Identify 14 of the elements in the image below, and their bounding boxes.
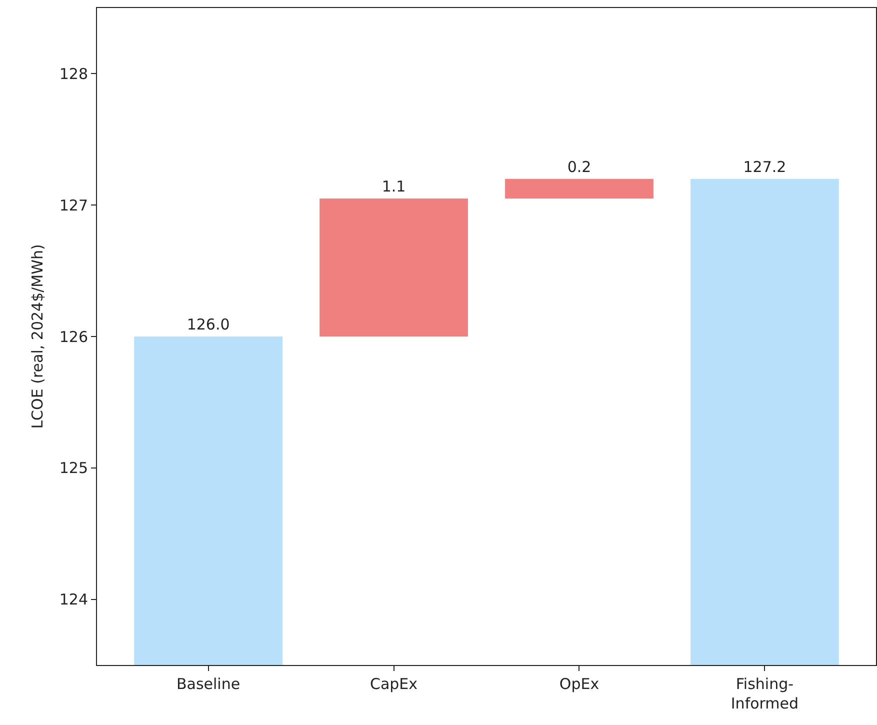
y-tick-label: 126 [59,328,88,346]
data-label: 127.2 [743,158,786,176]
data-label: 126.0 [186,316,230,334]
y-tick-label: 125 [59,459,88,478]
y-tick-label: 124 [59,590,88,609]
x-tick-label: Fishing- Informed [730,675,799,712]
x-tick-label: Baseline [176,675,240,693]
x-tick-label: OpEx [559,675,600,693]
y-tick-label: 127 [59,196,88,214]
data-label: 0.2 [567,158,592,176]
y-tick-label: 128 [59,64,88,83]
y-axis-title: LCOE (real, 2024$/MWh) [28,244,47,429]
data-label: 1.1 [382,178,406,196]
x-tick-label: CapEx [370,675,418,693]
